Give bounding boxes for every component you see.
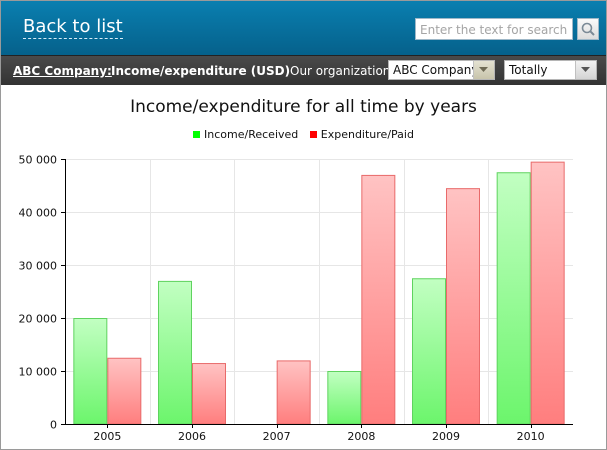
legend-item-income: Income/Received xyxy=(193,128,298,141)
legend-swatch-income xyxy=(193,131,201,138)
search-button[interactable] xyxy=(577,18,599,40)
expenditure-bar xyxy=(446,188,480,425)
x-tick-label: 2006 xyxy=(178,430,206,443)
y-tick-label: 0 xyxy=(50,419,57,432)
y-tick-label: 50 000 xyxy=(19,154,58,167)
legend-label-expenditure: Expenditure/Paid xyxy=(320,128,414,141)
income-bar xyxy=(496,172,531,425)
x-tick-label: 2007 xyxy=(263,430,291,443)
chevron-down-icon xyxy=(479,67,488,72)
chart-legend: Income/Received Expenditure/Paid xyxy=(1,128,606,141)
x-tick-label: 2005 xyxy=(93,430,121,443)
income-bar xyxy=(73,318,108,425)
y-tick-label: 30 000 xyxy=(19,260,58,273)
magnifier-icon xyxy=(581,22,595,36)
x-tick-label: 2010 xyxy=(517,430,545,443)
y-tick-label: 10 000 xyxy=(19,366,58,379)
income-bar xyxy=(327,371,362,425)
legend-swatch-expenditure xyxy=(309,131,317,138)
company-link[interactable]: ABC Company: xyxy=(13,64,112,78)
period-select[interactable]: Totally xyxy=(504,60,597,80)
search-field[interactable] xyxy=(415,18,574,40)
period-select-value: Totally xyxy=(509,63,548,77)
chart-title: Income/expenditure for all time by years xyxy=(130,97,477,117)
x-tick-label: 2008 xyxy=(347,430,375,443)
income-bar xyxy=(412,278,446,425)
top-header-bar: Back to list xyxy=(1,1,606,55)
organization-select[interactable]: ABC Company xyxy=(388,60,495,80)
chevron-down-icon xyxy=(581,67,590,72)
expenditure-bar xyxy=(530,161,565,425)
legend-label-income: Income/Received xyxy=(204,128,299,141)
back-to-list-link[interactable]: Back to list xyxy=(23,16,123,39)
income-bar xyxy=(158,280,192,425)
expenditure-bar xyxy=(107,357,142,425)
x-tick-label: 2009 xyxy=(432,430,460,443)
bar-chart: 0 10 000 20 000 30 000 40 000 50 000 2005 2006 2… xyxy=(19,154,573,443)
legend-item-expenditure: Expenditure/Paid xyxy=(309,128,414,141)
organization-label: Our organization: xyxy=(290,64,395,78)
expenditure-bar xyxy=(361,174,396,425)
page-title: Income/expenditure (USD) xyxy=(111,64,291,78)
y-tick-label: 40 000 xyxy=(19,207,58,220)
expenditure-bar xyxy=(276,360,311,425)
organization-select-value: ABC Company xyxy=(393,63,479,77)
organization-dropdown-button[interactable] xyxy=(473,61,494,79)
search-input[interactable] xyxy=(416,20,574,40)
expenditure-bar xyxy=(192,363,226,425)
report-toolbar: ABC Company: Income/expenditure (USD) Ou… xyxy=(1,55,606,85)
period-dropdown-button[interactable] xyxy=(575,61,596,79)
y-tick-label: 20 000 xyxy=(19,313,58,326)
